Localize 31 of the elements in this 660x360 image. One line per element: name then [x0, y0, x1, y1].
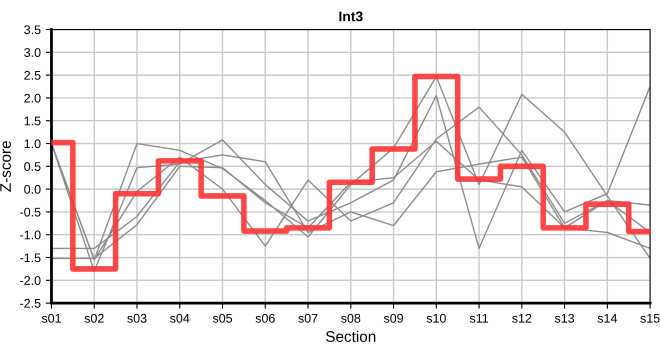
y-tick-label: 2.5 [24, 70, 41, 80]
x-tick-label: s14 [598, 314, 618, 323]
x-tick-label: s08 [341, 314, 360, 323]
y-tick-label: 3.0 [24, 48, 41, 57]
y-tick-label: 3.5 [24, 25, 41, 34]
chart-title: Int3 [339, 11, 363, 22]
y-tick-label: 2.0 [24, 94, 41, 103]
x-tick-label: s15 [640, 314, 660, 323]
x-tick-label: s01 [42, 314, 61, 323]
x-tick-label: s11 [470, 314, 488, 323]
y-axis-title: Z-score [0, 141, 11, 192]
y-tick-label: -2.0 [20, 276, 41, 285]
y-tick-label: -1.0 [20, 230, 41, 240]
y-tick-label: 0.5 [24, 162, 41, 171]
y-tick-label: -1.5 [20, 253, 41, 262]
y-tick-label: 1.5 [24, 116, 41, 126]
y-tick-label: 0.0 [24, 184, 41, 194]
x-tick-label: s03 [127, 314, 147, 323]
x-axis-title: Section [326, 330, 376, 342]
x-tick-label: s12 [512, 314, 532, 323]
x-tick-label: s05 [212, 314, 232, 323]
x-tick-label: s10 [426, 314, 446, 323]
x-tick-label: s06 [256, 314, 275, 323]
x-tick-label: s13 [554, 314, 574, 323]
y-tick-label: -2.5 [20, 298, 41, 308]
y-tick-label: 1.0 [24, 139, 41, 148]
y-tick-label: -0.5 [20, 208, 41, 217]
x-tick-label: s07 [298, 314, 318, 323]
x-tick-label: s02 [84, 314, 104, 323]
x-tick-label: s09 [384, 314, 404, 323]
x-tick-label: s04 [170, 314, 190, 323]
